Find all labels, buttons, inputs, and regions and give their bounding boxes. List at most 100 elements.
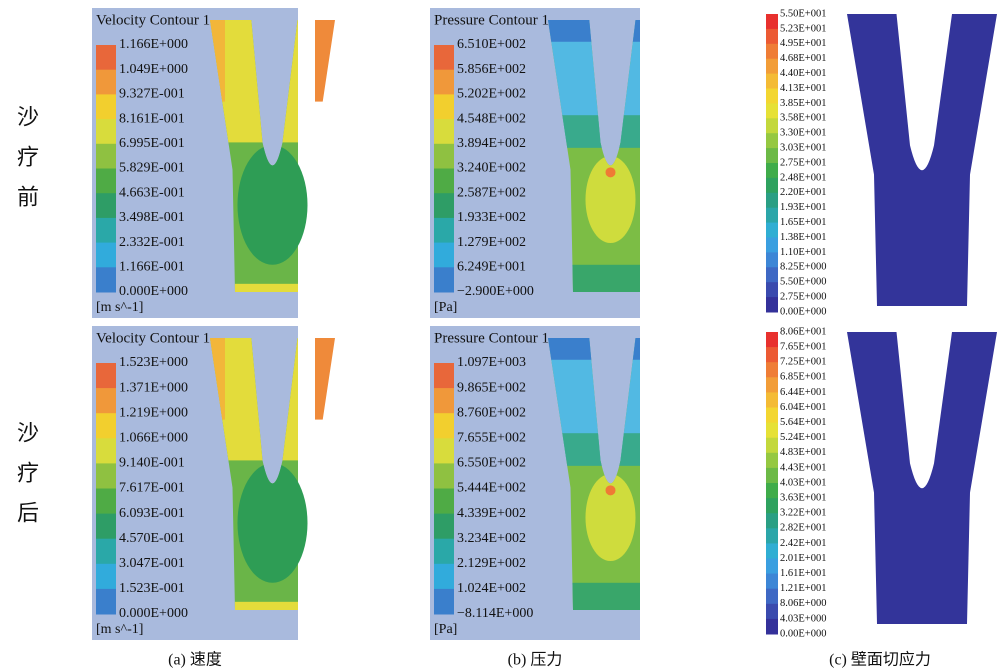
legend-label: 1.097E+003 xyxy=(457,355,526,370)
contour-band xyxy=(605,485,616,496)
colorbar-segment xyxy=(766,88,778,104)
legend-label: 4.83E+001 xyxy=(780,447,826,458)
legend-label: 5.829E-001 xyxy=(119,161,185,176)
legend-label: 6.44E+001 xyxy=(780,387,826,398)
colorbar-segment xyxy=(766,392,778,408)
colorbar-segment xyxy=(766,618,778,635)
colorbar-segment xyxy=(766,58,778,75)
colorbar-segment xyxy=(434,217,454,244)
legend-label: 0.000E+000 xyxy=(119,606,188,621)
caption: (b) 压力 xyxy=(508,651,563,669)
legend-label: 1.21E+001 xyxy=(780,583,826,594)
colorbar-segment xyxy=(766,347,778,363)
colorbar-segment xyxy=(766,588,778,605)
legend-label: 1.93E+001 xyxy=(780,202,826,213)
panel-title: Pressure Contour 1 xyxy=(434,12,549,28)
legend-label: 1.38E+001 xyxy=(780,232,826,243)
legend-label: 1.65E+001 xyxy=(780,217,826,228)
legend-label: 1.049E+000 xyxy=(119,62,188,77)
contour-band xyxy=(237,145,308,265)
colorbar-segment xyxy=(766,237,778,253)
colorbar-segment xyxy=(434,69,454,95)
colorbar-segment xyxy=(766,603,778,620)
legend-label: 8.25E+000 xyxy=(780,262,826,273)
legend-label: 7.655E+002 xyxy=(457,431,526,446)
colorbar-segment xyxy=(96,363,116,389)
legend-label: 4.03E+001 xyxy=(780,477,826,488)
colorbar-segment xyxy=(766,332,778,348)
legend-label: 0.00E+000 xyxy=(780,628,826,639)
legend-label: 4.548E+002 xyxy=(457,111,526,126)
legend-label: 8.06E+001 xyxy=(780,326,826,337)
colorbar-segment xyxy=(766,148,778,164)
colorbar-segment xyxy=(766,377,778,393)
colorbar-segment xyxy=(96,438,116,464)
colorbar-segment xyxy=(434,438,454,464)
colorbar-segment xyxy=(96,267,116,293)
colorbar-segment xyxy=(766,118,778,134)
legend-label: 1.61E+001 xyxy=(780,568,826,579)
contour-band xyxy=(605,167,616,178)
colorbar-segment xyxy=(766,252,778,268)
legend-label: 4.95E+001 xyxy=(780,38,826,49)
colorbar-segment xyxy=(96,538,116,565)
legend-label: 2.20E+001 xyxy=(780,187,826,198)
legend-label: 4.339E+002 xyxy=(457,506,526,521)
colorbar-segment xyxy=(766,267,778,283)
colorbar-segment xyxy=(434,413,454,439)
contour-band xyxy=(237,463,308,583)
colorbar-segment xyxy=(766,192,778,209)
colorbar-segment xyxy=(434,267,454,293)
legend-label: 1.219E+000 xyxy=(119,405,188,420)
colorbar-segment xyxy=(434,119,454,145)
colorbar-segment xyxy=(434,45,454,71)
legend-label: 7.25E+001 xyxy=(780,357,826,368)
colorbar-segment xyxy=(766,422,778,439)
legend-label: 3.30E+001 xyxy=(780,128,826,139)
legend-label: 2.75E+001 xyxy=(780,157,826,168)
colorbar-segment xyxy=(766,543,778,559)
colorbar-segment xyxy=(434,563,454,590)
legend-label: 4.68E+001 xyxy=(780,53,826,64)
legend-label: 6.85E+001 xyxy=(780,372,826,383)
colorbar-segment xyxy=(434,363,454,389)
legend-label: 1.523E-001 xyxy=(119,581,185,596)
legend-label: 6.550E+002 xyxy=(457,456,526,471)
colorbar-segment xyxy=(96,217,116,244)
legend-label: 1.279E+002 xyxy=(457,235,526,250)
colorbar-segment xyxy=(766,513,778,529)
legend-label: 7.65E+001 xyxy=(780,342,826,353)
unit-label: [m s^-1] xyxy=(96,300,143,315)
legend-label: 3.240E+002 xyxy=(457,161,526,176)
legend-label: 1.933E+002 xyxy=(457,210,526,225)
legend-label: 5.202E+002 xyxy=(457,87,526,102)
legend-label: 9.327E-001 xyxy=(119,87,185,102)
legend-label: −2.900E+000 xyxy=(457,284,534,299)
colorbar-segment xyxy=(766,103,778,119)
row-label: 沙疗前 xyxy=(14,105,39,225)
legend-label: 2.01E+001 xyxy=(780,553,826,564)
legend-label: 6.510E+002 xyxy=(457,37,526,52)
panel-title: Pressure Contour 1 xyxy=(434,330,549,346)
colorbar-segment xyxy=(766,467,778,484)
legend-label: 5.50E+000 xyxy=(780,277,826,288)
colorbar-segment xyxy=(96,143,116,169)
legend-label: 9.865E+002 xyxy=(457,380,526,395)
legend-label: 0.000E+000 xyxy=(119,284,188,299)
colorbar-segment xyxy=(96,488,116,515)
colorbar-segment xyxy=(434,538,454,565)
colorbar-segment xyxy=(766,483,778,499)
legend-label: 5.50E+001 xyxy=(780,8,826,19)
legend-label: 5.23E+001 xyxy=(780,23,826,34)
legend-label: 6.249E+001 xyxy=(457,260,526,275)
legend-label: 3.63E+001 xyxy=(780,493,826,504)
legend-label: 2.82E+001 xyxy=(780,523,826,534)
colorbar-segment xyxy=(96,413,116,439)
colorbar-segment xyxy=(434,488,454,515)
colorbar-segment xyxy=(434,463,454,489)
panel: 8.06E+001 7.65E+001 7.25E+001 6.85E+001 6.44… xyxy=(762,326,1000,640)
caption: (c) 壁面切应力 xyxy=(829,650,931,669)
unit-label: [Pa] xyxy=(434,622,457,637)
colorbar-segment xyxy=(96,45,116,71)
